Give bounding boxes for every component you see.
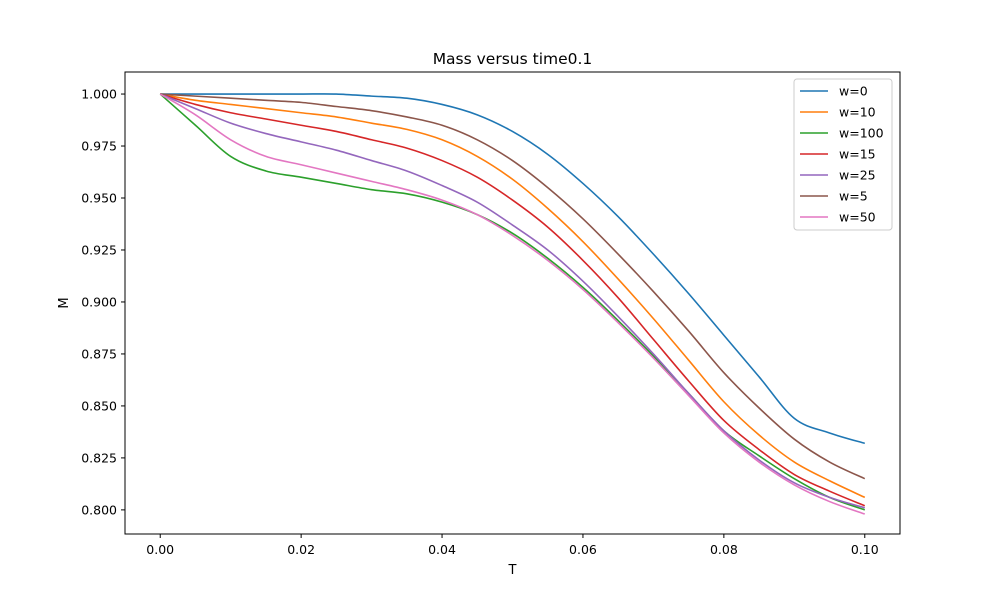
x-tick-label: 0.08: [710, 542, 738, 557]
series-line-w-10: [160, 93, 866, 499]
legend-label: w=10: [839, 105, 876, 120]
legend-entries: w=0 w=10 w=100 w=15 w=25 w=5 w=50: [800, 84, 884, 225]
x-tick-label: 0.04: [428, 542, 456, 557]
series-line-w-15: [160, 93, 866, 507]
x-tick-label: 0.10: [851, 542, 879, 557]
y-tick-label: 1.000: [81, 87, 117, 102]
legend: w=0 w=10 w=100 w=15 w=25 w=5 w=50: [793, 78, 893, 231]
x-tick-label: 0.06: [569, 542, 597, 557]
y-tick-label: 0.825: [81, 450, 117, 465]
legend-label: w=100: [839, 126, 884, 141]
legend-box: [793, 78, 893, 231]
series-line-w-100: [159, 93, 866, 511]
y-tick-label: 0.925: [81, 242, 117, 257]
x-axis-title: T: [508, 563, 517, 578]
y-axis: 0.800 0.825 0.850 0.875 0.900 0.925 0.950 0.975…: [81, 87, 125, 517]
legend-label: w=15: [839, 147, 876, 162]
y-tick-label: 0.950: [81, 191, 117, 206]
series-line-w-25: [159, 93, 865, 509]
y-axis-title: M: [57, 297, 72, 308]
y-tick-label: 0.800: [81, 502, 117, 517]
x-tick-label: 0.00: [146, 542, 174, 557]
series-line-w-0: [160, 93, 865, 445]
legend-label: w=0: [839, 84, 868, 99]
y-tick-label: 0.975: [81, 139, 117, 154]
series-layer: [159, 93, 866, 515]
legend-label: w=50: [839, 210, 876, 225]
series-line-w-5: [160, 93, 866, 480]
plot-frame: [124, 71, 901, 535]
x-axis: 0.00 0.02 0.04 0.06 0.08 0.10: [146, 534, 879, 557]
series-line-w-50: [159, 93, 866, 515]
legend-label: w=25: [839, 168, 876, 183]
y-tick-label: 0.875: [81, 346, 117, 361]
legend-label: w=5: [839, 189, 868, 204]
y-tick-label: 0.900: [81, 294, 117, 309]
chart-title: Mass versus time0.1: [433, 50, 593, 68]
x-tick-label: 0.02: [287, 542, 315, 557]
y-tick-label: 0.850: [81, 398, 117, 413]
